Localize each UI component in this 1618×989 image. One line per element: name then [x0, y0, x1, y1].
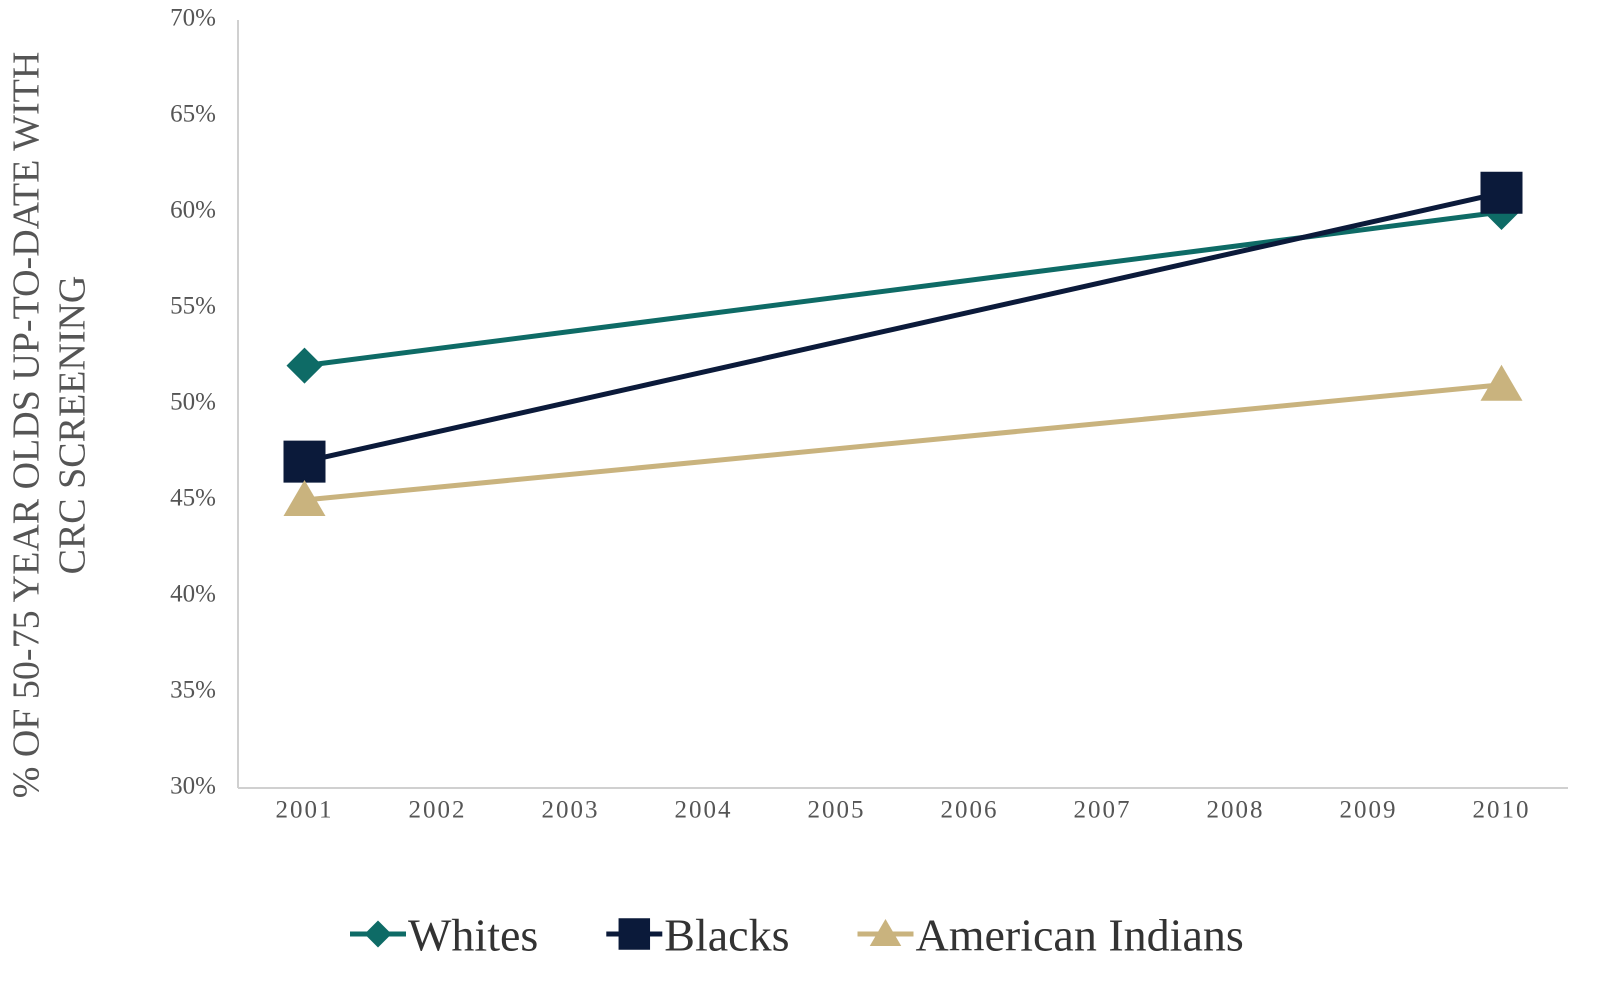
x-tick-label: 2009 — [1340, 797, 1398, 824]
y-tick-label: 50% — [170, 389, 216, 416]
x-tick-label: 2002 — [409, 797, 467, 824]
y-axis-title: % OF 50-75 YEAR OLDS UP-TO-DATE WITH CRC… — [6, 52, 94, 799]
y-tick-label: 65% — [170, 101, 216, 128]
y-axis-title-line: % OF 50-75 YEAR OLDS UP-TO-DATE WITH — [6, 52, 48, 799]
marker-square — [283, 440, 326, 483]
marker-diamond — [364, 920, 392, 948]
marker-square — [1480, 171, 1523, 214]
legend-label: Blacks — [664, 910, 789, 961]
y-tick-label: 60% — [170, 197, 216, 224]
y-tick-label: 35% — [170, 677, 216, 704]
series-line — [303, 190, 1503, 465]
x-tick-label: 2006 — [941, 797, 999, 824]
y-axis-title-line: CRC SCREENING — [52, 276, 94, 575]
y-tick-label: 70% — [170, 5, 216, 32]
legend-label: American Indians — [916, 910, 1244, 961]
marker-diamond — [286, 347, 323, 384]
marker-triangle — [283, 480, 326, 516]
series-line — [304, 382, 1502, 503]
x-tick-label: 2001 — [276, 797, 334, 824]
x-tick-label: 2007 — [1074, 797, 1132, 824]
y-tick-label: 55% — [170, 293, 216, 320]
x-tick-label: 2005 — [808, 797, 866, 824]
x-tick-label: 2008 — [1207, 797, 1265, 824]
marker-triangle — [1480, 364, 1523, 401]
marker-triangle — [869, 919, 902, 946]
y-tick-label: 40% — [170, 581, 216, 608]
legend-label: Whites — [408, 910, 538, 961]
y-tick-label: 45% — [170, 485, 216, 512]
x-tick-label: 2004 — [675, 797, 733, 824]
x-tick-label: 2010 — [1473, 797, 1531, 824]
x-tick-label: 2003 — [542, 797, 600, 824]
marker-square — [618, 918, 651, 950]
y-tick-label: 30% — [170, 773, 216, 800]
